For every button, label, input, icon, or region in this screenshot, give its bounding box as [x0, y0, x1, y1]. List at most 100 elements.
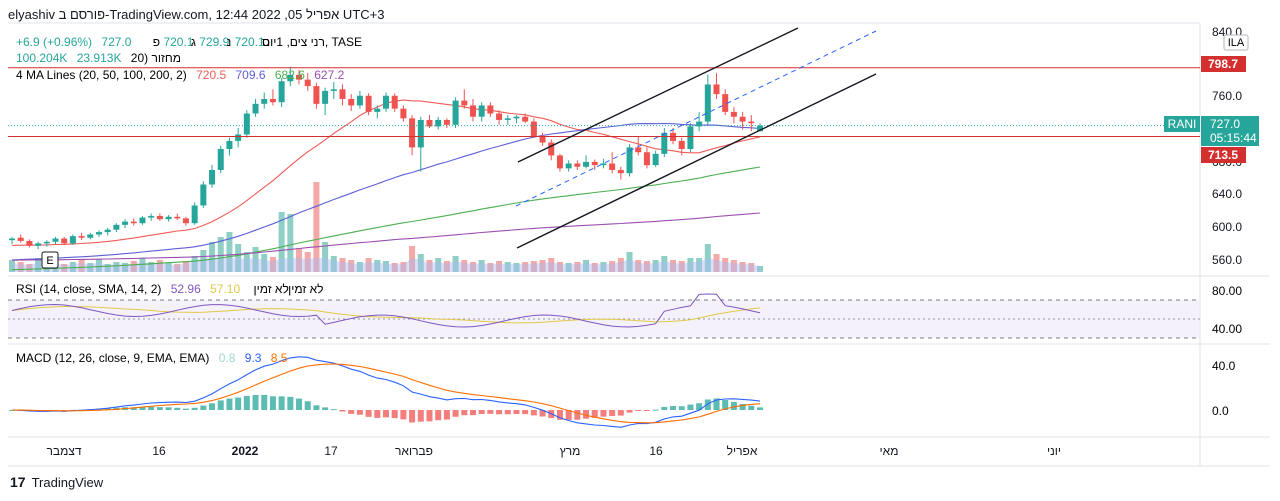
time-label-june: יוני — [1047, 444, 1061, 458]
macd-signal-line — [11, 363, 761, 424]
macd-histogram-bar — [522, 410, 529, 415]
time-axis[interactable]: דצמבר 16 2022 17 פברואר מרץ 16 אפריל מאי… — [46, 444, 1061, 458]
legend-low: 720.1 — [235, 35, 265, 49]
macd-histogram-bar — [713, 398, 720, 410]
volume-bar — [78, 260, 85, 272]
candle-body — [713, 84, 720, 95]
channel-upper-line[interactable] — [517, 27, 799, 163]
volume-bar — [696, 258, 703, 272]
volume-bar — [95, 259, 102, 272]
macd-histogram-bar — [635, 410, 642, 411]
candle-body — [748, 121, 755, 124]
candle-body — [383, 95, 389, 109]
legend-macd-row: MACD (12, 26, close, 9, EMA, EMA) 0.8 9.… — [16, 351, 288, 365]
macd-histogram-bar — [435, 410, 442, 421]
candle-body — [609, 163, 616, 170]
candle-body — [704, 84, 711, 122]
candle-body — [496, 113, 503, 120]
macd-histogram-bar — [400, 410, 407, 420]
channel-mid-dashed-line[interactable] — [515, 30, 877, 207]
candle-body — [583, 161, 590, 167]
tradingview-brand[interactable]: 17 TradingView — [10, 474, 103, 490]
macd-histogram-bar — [696, 403, 703, 410]
macd-histogram-bar — [235, 397, 242, 410]
legend-macd-value: 9.3 — [245, 351, 262, 365]
candle-body — [626, 147, 633, 174]
macd-histogram-bar — [356, 410, 363, 415]
legend-rsi-na-2: לא זמין — [253, 282, 288, 296]
macd-histogram-bar — [156, 407, 163, 410]
legend-close: 727.0 — [101, 35, 131, 49]
volume-bar — [17, 262, 24, 272]
volume-bar — [296, 248, 303, 272]
legend-rsi-ma-value: 57.10 — [210, 282, 240, 296]
legend-low-label: נ — [227, 35, 232, 49]
macd-histogram-bar — [530, 410, 537, 416]
volume-bar — [243, 252, 250, 272]
candle-body — [661, 132, 668, 154]
macd-histogram-bar — [600, 410, 607, 417]
currency-tag[interactable] — [1223, 34, 1249, 51]
volume-bar — [748, 263, 755, 272]
volume-bars — [9, 182, 763, 272]
volume-bar — [539, 260, 546, 272]
last-price-label: 727.0 — [1210, 117, 1240, 131]
volume-bar — [217, 237, 224, 272]
level-bottom-price-tag — [1201, 147, 1246, 163]
volume-bar — [461, 260, 468, 272]
macd-histogram-bar — [174, 407, 181, 410]
volume-bar — [713, 254, 720, 272]
volume-bar — [235, 244, 242, 272]
earnings-marker[interactable] — [41, 251, 59, 269]
symbol-tag-label: RANI — [1168, 117, 1197, 131]
volume-bar — [130, 261, 137, 272]
volume-bar — [400, 262, 407, 272]
volume-bar — [365, 258, 372, 272]
macd-histogram-bar — [652, 409, 659, 411]
candle-body — [391, 95, 398, 109]
volume-bar — [548, 258, 555, 272]
volume-bar — [261, 254, 268, 272]
candle-body — [9, 238, 15, 241]
macd-histogram-bar — [269, 396, 276, 410]
candle-body — [209, 169, 216, 185]
volume-bar — [626, 252, 633, 272]
macd-histogram-bar — [330, 409, 337, 411]
candle-body — [374, 108, 381, 112]
volume-bar — [69, 262, 76, 272]
macd-histogram-bar — [504, 410, 511, 415]
legend-close-label: ס — [262, 35, 270, 49]
candle-body — [635, 147, 642, 153]
candle-body — [122, 221, 129, 225]
legend-ma-row: 4 MA Lines (20, 50, 100, 200, 2) 720.5 7… — [16, 68, 345, 82]
time-label-march: מרץ — [560, 444, 581, 458]
macd-histogram-bar — [426, 410, 433, 422]
candle-body — [539, 136, 546, 143]
candle-body — [617, 169, 624, 174]
level-top-price-label: 798.7 — [1208, 57, 1238, 71]
candle-body — [348, 98, 355, 106]
macd-histogram-bar — [191, 407, 198, 410]
macd-histogram-bar — [757, 407, 763, 410]
volume-bar — [200, 250, 207, 272]
volume-bar — [313, 182, 320, 272]
legend-rsi-label: RSI (14, close, SMA, 14, 2) — [16, 282, 161, 296]
volume-bar — [113, 262, 120, 272]
price-tick-640: 640.0 — [1212, 187, 1242, 201]
volume-bar — [139, 258, 146, 272]
macd-histogram-bar — [348, 410, 355, 414]
time-label-16-mar: 16 — [649, 444, 663, 458]
macd-histogram-bar — [591, 410, 598, 418]
channel-lower-line[interactable] — [516, 73, 877, 249]
candle-body — [95, 232, 102, 235]
macd-histogram-bar — [496, 410, 503, 415]
macd-histogram-bar — [478, 410, 485, 414]
volume-bar — [600, 262, 607, 272]
legend-ma-label: 4 MA Lines (20, 50, 100, 200, 2) — [16, 68, 187, 82]
candle-body — [478, 105, 485, 117]
candle-body — [52, 238, 59, 242]
candle-body — [696, 121, 703, 127]
volume-bar — [339, 258, 346, 272]
volume-bar — [209, 242, 216, 272]
